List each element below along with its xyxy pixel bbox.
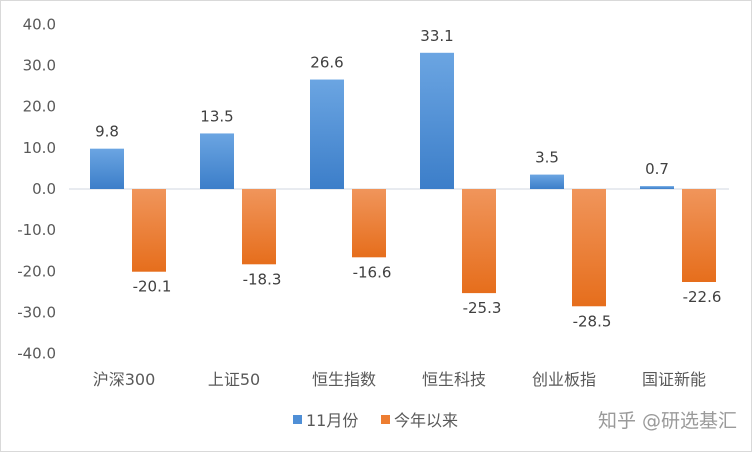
legend-label: 今年以来: [394, 411, 458, 430]
category-label: 国证新能: [642, 370, 706, 389]
category-label: 沪深300: [93, 370, 156, 389]
data-label: -25.3: [463, 299, 502, 317]
y-tick-label: -20.0: [17, 262, 56, 280]
data-label: 3.5: [535, 149, 559, 167]
bar-ytd: [132, 189, 166, 272]
bar-november: [530, 174, 564, 189]
data-label: 9.8: [95, 123, 119, 141]
bar-november: [640, 186, 674, 189]
y-tick-label: 40.0: [23, 15, 56, 33]
legend-swatch: [381, 415, 390, 424]
bar-november: [420, 52, 454, 189]
data-label: -20.1: [133, 278, 172, 296]
y-tick-label: 0.0: [32, 180, 56, 198]
y-tick-label: -30.0: [17, 303, 56, 321]
y-tick-label: -40.0: [17, 345, 56, 363]
bar-ytd: [242, 189, 276, 265]
bar-ytd: [462, 189, 496, 294]
legend-label: 11月份: [306, 411, 358, 430]
bar-ytd: [352, 189, 386, 258]
y-tick-label: 10.0: [23, 139, 56, 157]
legend-swatch: [293, 415, 302, 424]
watermark: 知乎 @研选基汇: [597, 410, 737, 432]
bar-november: [200, 133, 234, 189]
data-label: 13.5: [200, 107, 233, 125]
data-label: 0.7: [645, 160, 669, 178]
data-label: 26.6: [310, 54, 343, 72]
y-tick-label: -10.0: [17, 221, 56, 239]
data-label: 33.1: [420, 27, 453, 45]
bar-november: [310, 79, 344, 189]
bar-november: [90, 148, 124, 189]
data-label: -28.5: [573, 312, 612, 330]
bar-ytd: [572, 189, 606, 307]
category-label: 上证50: [208, 370, 260, 389]
category-label: 恒生指数: [312, 370, 376, 389]
y-tick-label: 20.0: [23, 98, 56, 116]
data-label: -18.3: [243, 270, 282, 288]
data-label: -22.6: [683, 288, 722, 306]
category-label: 创业板指: [532, 370, 596, 389]
data-label: -16.6: [353, 263, 392, 281]
y-tick-label: 30.0: [23, 57, 56, 75]
bar-ytd: [682, 189, 716, 282]
category-label: 恒生科技: [422, 370, 486, 389]
